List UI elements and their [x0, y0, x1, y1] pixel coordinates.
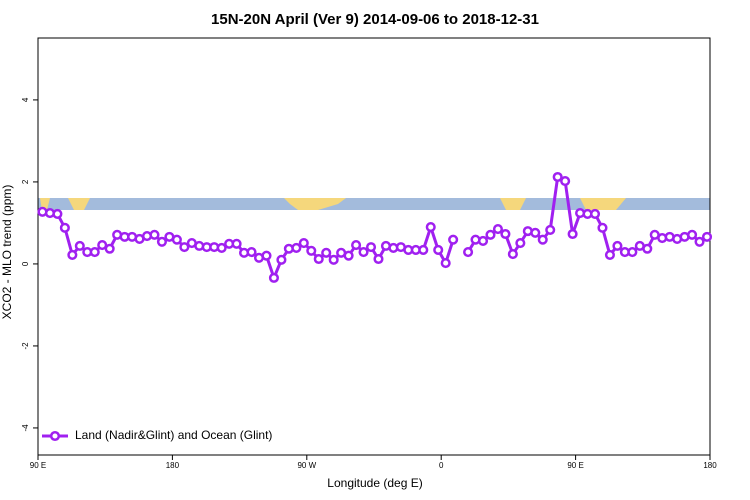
point: [343, 250, 354, 261]
point: [485, 229, 496, 240]
point: [701, 231, 713, 242]
y-tick-label: 2: [21, 179, 30, 184]
point: [216, 242, 227, 253]
point: [560, 176, 571, 187]
point: [156, 236, 167, 247]
point: [179, 242, 190, 253]
point: [433, 244, 444, 256]
point: [313, 253, 324, 265]
x-tick-label: 90 W: [297, 461, 316, 470]
point: [500, 228, 511, 240]
point: [231, 238, 242, 249]
x-tick-label: 0: [439, 461, 444, 470]
point: [74, 240, 85, 251]
point: [448, 234, 459, 245]
point: [642, 243, 653, 254]
x-tick-label: 90 E: [30, 461, 46, 470]
point: [291, 242, 302, 253]
point: [589, 208, 601, 219]
point: [149, 229, 160, 240]
point: [687, 229, 698, 240]
point: [67, 249, 78, 260]
point: [537, 234, 548, 245]
point: [89, 246, 100, 258]
legend-label: Land (Nadir&Glint) and Ocean (Glint): [75, 428, 272, 442]
y-tick-label: -2: [21, 342, 30, 350]
point: [351, 240, 362, 251]
point: [268, 272, 279, 283]
point: [328, 254, 339, 265]
map-strip: [38, 198, 710, 210]
point: [463, 246, 474, 258]
y-tick-label: 0: [21, 261, 30, 266]
point: [358, 246, 369, 258]
point: [515, 237, 526, 249]
y-tick-label: 4: [21, 97, 30, 102]
point: [276, 254, 287, 265]
point: [97, 240, 108, 251]
point: [567, 228, 578, 240]
point: [418, 244, 429, 256]
y-axis-label: XCO2 - MLO trend (ppm): [0, 185, 14, 320]
point: [52, 208, 63, 219]
point: [604, 249, 615, 260]
point: [597, 222, 608, 233]
point: [373, 253, 384, 265]
point: [612, 240, 623, 251]
point: [261, 250, 272, 261]
point: [425, 221, 436, 233]
point: [530, 227, 541, 238]
point: [545, 224, 556, 235]
plot-frame: [37, 37, 711, 456]
x-axis-label: Longitude (deg E): [327, 476, 422, 490]
point: [477, 235, 489, 247]
point: [104, 243, 115, 254]
x-tick-label: 180: [166, 461, 180, 470]
point: [507, 249, 518, 260]
legend-marker: [49, 430, 61, 442]
y-tick-label: -4: [21, 424, 30, 432]
chart-title: 15N-20N April (Ver 9) 2014-09-06 to 2018…: [211, 11, 539, 28]
point: [492, 224, 503, 235]
point: [306, 245, 317, 256]
point: [246, 246, 257, 258]
x-tick-label: 90 E: [567, 461, 583, 470]
point: [552, 171, 563, 183]
point: [321, 247, 332, 258]
point: [59, 222, 70, 233]
point: [365, 242, 377, 253]
x-tick-label: 180: [703, 461, 717, 470]
point: [298, 237, 309, 249]
point: [440, 258, 451, 269]
point: [694, 236, 705, 247]
point: [171, 234, 182, 245]
point: [627, 246, 638, 258]
